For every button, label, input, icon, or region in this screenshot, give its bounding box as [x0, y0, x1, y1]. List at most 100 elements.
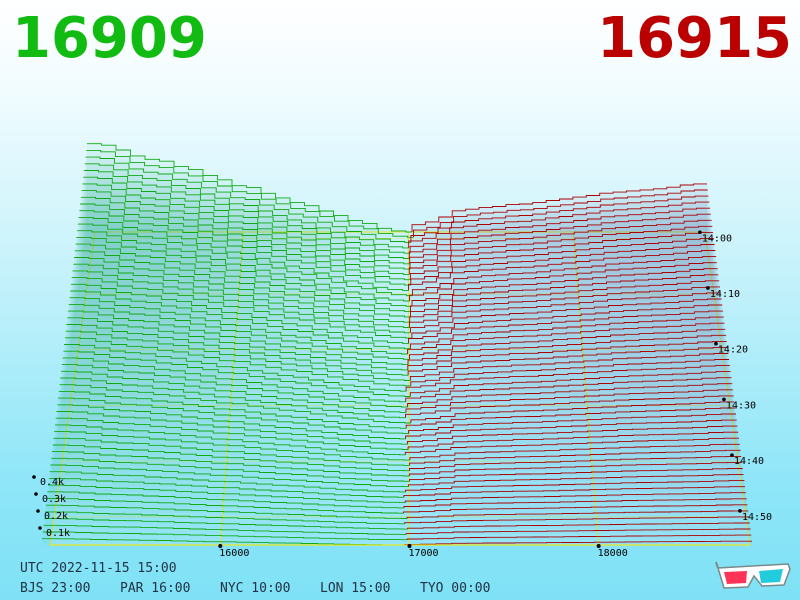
- bid-snapshot-line: [52, 444, 410, 472]
- ask-snapshot-fill: [409, 444, 740, 461]
- bid-snapshot-line: [67, 310, 408, 366]
- ask-snapshot-fill: [404, 516, 749, 524]
- ask-snapshot-line: [408, 474, 744, 487]
- bid-snapshot-line: [64, 337, 411, 387]
- bid-snapshot-line: [55, 424, 406, 456]
- bid-price: 16909: [12, 6, 207, 71]
- time-tick-mark: [722, 397, 726, 402]
- bid-snapshot-line: [86, 149, 414, 238]
- ask-snapshot-fill: [403, 486, 746, 498]
- ask-snapshot-fill: [409, 462, 743, 477]
- ask-snapshot-fill: [408, 474, 744, 487]
- ask-snapshot-line: [409, 262, 717, 301]
- bid-snapshot-line: [70, 290, 411, 350]
- time-tick-mark: [730, 453, 734, 457]
- bid-snapshot-line: [84, 163, 409, 249]
- ask-snapshot-line: [407, 431, 739, 450]
- time-tick-label: 14:30: [726, 400, 756, 411]
- ask-snapshot-line: [403, 486, 746, 498]
- bid-snapshot-line: [56, 411, 408, 445]
- ask-snapshot-line: [409, 286, 720, 323]
- bid-snapshot-line: [55, 417, 409, 450]
- ask-snapshot-line: [405, 395, 734, 418]
- price-tick-label: 18000: [598, 548, 628, 559]
- bid-snapshot-line: [50, 464, 409, 488]
- bid-snapshot-line: [71, 277, 412, 339]
- 3d-glasses-icon[interactable]: [714, 558, 792, 590]
- bid-snapshot-line: [65, 330, 411, 381]
- bid-snapshot-line: [57, 404, 406, 440]
- bid-snapshot-line: [62, 357, 406, 403]
- ask-snapshot-fill: [406, 529, 751, 535]
- ask-snapshot-line: [407, 334, 727, 365]
- ask-snapshot-line: [406, 510, 749, 519]
- ask-snapshot-line: [409, 225, 713, 270]
- bid-snapshot-line: [69, 297, 408, 355]
- ask-snapshot-fill: [407, 426, 738, 445]
- ask-snapshot-fill: [412, 183, 707, 232]
- ask-snapshot-fill: [405, 438, 740, 455]
- price-tick-mark: [218, 544, 223, 548]
- bid-snapshot-line: [87, 143, 412, 233]
- bid-snapshot-line: [44, 518, 408, 530]
- bid-snapshot-line: [60, 377, 406, 419]
- ask-snapshot-line: [409, 316, 724, 349]
- volume-tick-label: 0.4k: [40, 477, 64, 488]
- bid-snapshot-line: [63, 350, 411, 397]
- price-tick-mark: [407, 544, 412, 548]
- ask-snapshot-line: [407, 522, 750, 530]
- ask-snapshot-line: [408, 201, 710, 248]
- ask-snapshot-line: [411, 183, 707, 232]
- ask-snapshot-fill: [408, 432, 739, 450]
- ask-snapshot-fill: [408, 202, 710, 248]
- ask-snapshot-line: [409, 455, 742, 471]
- ask-snapshot-line: [409, 371, 731, 397]
- ask-snapshot-line: [409, 449, 741, 466]
- bid-snapshot-fill: [87, 143, 412, 232]
- depth-snapshots: [42, 143, 752, 546]
- ask-snapshot-fill: [410, 196, 709, 243]
- bid-snapshot-line: [75, 243, 411, 313]
- bid-snapshot-line: [49, 471, 406, 493]
- ask-snapshot-line: [409, 468, 743, 482]
- volume-tick-mark: [36, 509, 40, 513]
- ask-snapshot-line: [411, 256, 717, 296]
- bid-snapshot-line: [73, 263, 410, 328]
- bid-snapshot-line: [72, 270, 411, 334]
- utc-clock: UTC 2022-11-15 15:00: [20, 561, 177, 576]
- bid-snapshot-line: [77, 223, 413, 297]
- ask-snapshot-line: [408, 461, 743, 476]
- ask-snapshot-line: [404, 516, 749, 524]
- bid-snapshot-line: [42, 531, 408, 541]
- ask-snapshot-fill: [407, 510, 749, 519]
- city-clock: NYC 10:00: [220, 581, 291, 596]
- bid-snapshot-line: [46, 498, 404, 514]
- ask-snapshot-fill: [409, 450, 741, 466]
- ask-snapshot-fill: [410, 359, 730, 386]
- time-tick-label: 14:00: [702, 233, 732, 244]
- bid-snapshot-line: [64, 344, 407, 392]
- bid-snapshot-line: [54, 431, 410, 461]
- ask-snapshot-line: [405, 377, 732, 402]
- ask-snapshot-line: [403, 498, 747, 508]
- bid-snapshot-line: [42, 538, 405, 546]
- volume-tick-mark: [34, 492, 38, 496]
- ask-snapshot-line: [405, 389, 733, 413]
- city-clock: TYO 00:00: [420, 581, 491, 596]
- ask-snapshot-fill: [405, 420, 737, 439]
- ask-snapshot-line: [411, 304, 723, 339]
- bid-snapshot-line: [58, 390, 407, 429]
- bid-snapshot-line: [83, 170, 411, 254]
- volume-tick-label: 0.1k: [46, 528, 70, 539]
- ask-snapshot-fill: [407, 323, 725, 355]
- ask-snapshot-fill: [409, 468, 743, 482]
- ask-snapshot-line: [410, 274, 719, 312]
- ask-snapshot-fill: [410, 353, 729, 381]
- bid-snapshot-line: [48, 484, 406, 504]
- bid-snapshot-line: [78, 216, 409, 291]
- time-tick-mark: [738, 509, 742, 513]
- bid-snapshot-line: [45, 511, 405, 525]
- ask-snapshot-line: [410, 298, 722, 333]
- ask-snapshot-line: [408, 250, 716, 291]
